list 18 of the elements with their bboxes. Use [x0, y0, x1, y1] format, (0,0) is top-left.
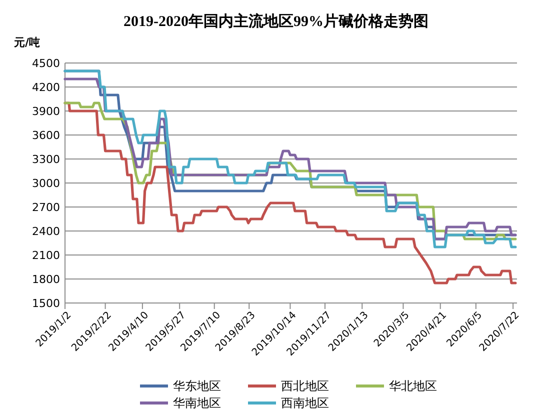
legend-label: 西南地区 [281, 396, 329, 410]
y-tick-label: 2400 [32, 224, 60, 238]
y-tick-label: 3000 [32, 176, 60, 190]
y-axis-title: 元/吨 [13, 36, 40, 49]
legend-label: 华南地区 [173, 396, 221, 410]
y-tick-label: 3300 [32, 152, 60, 166]
y-tick-label: 4500 [32, 56, 60, 70]
legend-label: 西北地区 [281, 379, 329, 394]
y-tick-label: 2700 [32, 200, 60, 214]
legend-label: 华东地区 [173, 379, 221, 394]
y-tick-label: 4200 [32, 80, 60, 94]
y-tick-label: 1500 [32, 296, 60, 310]
chart-title: 2019-2020年国内主流地区99%片碱价格走势图 [124, 12, 428, 30]
y-tick-label: 3600 [32, 128, 60, 142]
y-tick-label: 1800 [32, 272, 60, 286]
y-tick-label: 3900 [32, 104, 60, 118]
legend-label: 华北地区 [389, 379, 437, 394]
y-tick-label: 2100 [32, 248, 60, 262]
